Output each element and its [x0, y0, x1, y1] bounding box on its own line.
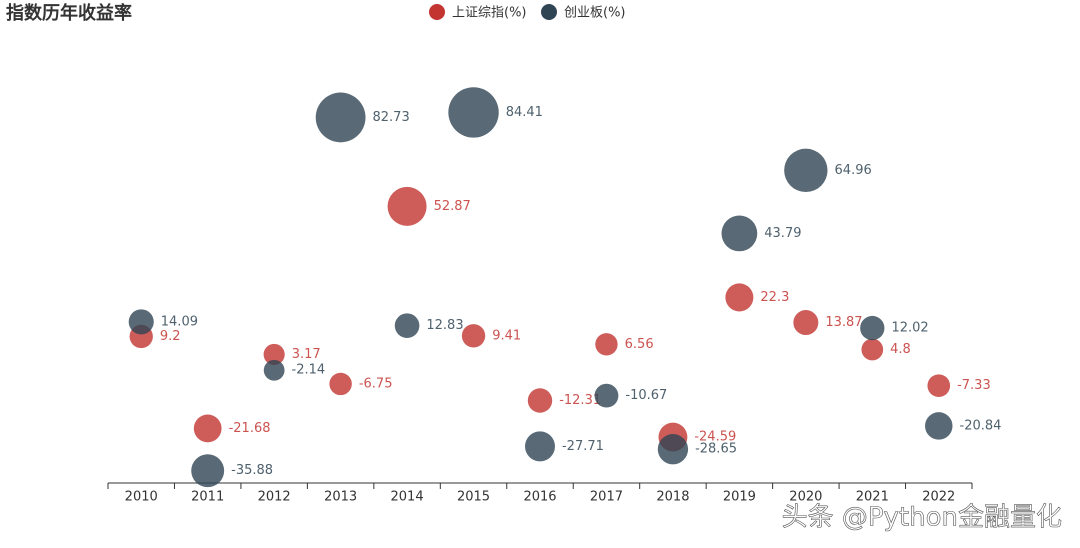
bubble [725, 283, 754, 312]
value-label: -7.33 [957, 378, 991, 393]
value-label: 82.73 [373, 110, 410, 125]
bubble [461, 324, 486, 348]
bubble [263, 343, 285, 365]
legend-marker [541, 4, 557, 20]
value-label: -2.14 [292, 363, 326, 378]
x-tick-label: 2017 [590, 490, 623, 505]
bubble [793, 310, 819, 336]
bubble [860, 315, 885, 341]
chart-title: 指数历年收益率 [6, 2, 132, 24]
x-tick-label: 2018 [656, 490, 689, 505]
value-label: 12.83 [426, 318, 463, 333]
x-tick-label: 2015 [457, 490, 490, 505]
x-tick-label: 2010 [125, 490, 158, 505]
value-label: -6.75 [359, 376, 393, 391]
legend-marker [429, 4, 445, 20]
value-label: 64.96 [835, 163, 872, 178]
value-label: -20.84 [960, 418, 1002, 433]
value-label: -21.68 [229, 421, 271, 436]
value-label: 4.8 [890, 342, 911, 357]
bubble [861, 338, 884, 361]
bubble [927, 374, 951, 398]
value-label: 84.41 [506, 105, 543, 120]
legend-label: 上证综指(%) [452, 6, 527, 21]
bubble [329, 372, 352, 396]
value-label: 9.2 [160, 329, 181, 344]
bubble [193, 414, 222, 443]
value-label: -35.88 [231, 463, 273, 478]
value-label: 3.17 [292, 347, 321, 362]
bubble [925, 412, 953, 440]
value-label: -12.31 [559, 393, 601, 408]
bubble [387, 186, 427, 226]
value-label: 6.56 [625, 337, 654, 352]
value-label: -27.71 [562, 439, 604, 454]
legend-label: 创业板(%) [564, 6, 626, 21]
bubble [128, 309, 154, 335]
value-label: 22.3 [760, 290, 789, 305]
x-tick-label: 2011 [191, 490, 224, 505]
value-label: 52.87 [434, 199, 471, 214]
value-label: 14.09 [161, 314, 198, 329]
value-label: 12.02 [891, 321, 928, 336]
bubble [525, 431, 555, 462]
x-tick-label: 2022 [922, 490, 955, 505]
bubble [448, 87, 499, 138]
x-tick-label: 2020 [789, 490, 822, 505]
bubble [315, 92, 366, 143]
x-tick-label: 2016 [523, 490, 556, 505]
value-label: -28.65 [695, 442, 737, 457]
watermark: 头条 @Python金融量化 [782, 503, 1062, 533]
value-label: 13.87 [825, 315, 862, 330]
x-tick-label: 2013 [324, 490, 357, 505]
x-tick-label: 2014 [391, 490, 424, 505]
x-tick-label: 2019 [723, 490, 756, 505]
x-tick-label: 2021 [856, 490, 889, 505]
bubble [784, 148, 828, 193]
value-label: -24.59 [694, 430, 736, 445]
value-label: 43.79 [764, 226, 801, 241]
bubble [594, 383, 619, 408]
bubble [657, 434, 689, 465]
x-tick-label: 2012 [258, 490, 291, 505]
bubble [191, 454, 225, 488]
bubble [595, 333, 618, 356]
bubble [721, 215, 758, 252]
bubble [263, 359, 285, 381]
bubble [394, 313, 420, 338]
value-label: 9.41 [492, 328, 521, 343]
value-label: -10.67 [625, 388, 667, 403]
bubble [527, 388, 553, 413]
